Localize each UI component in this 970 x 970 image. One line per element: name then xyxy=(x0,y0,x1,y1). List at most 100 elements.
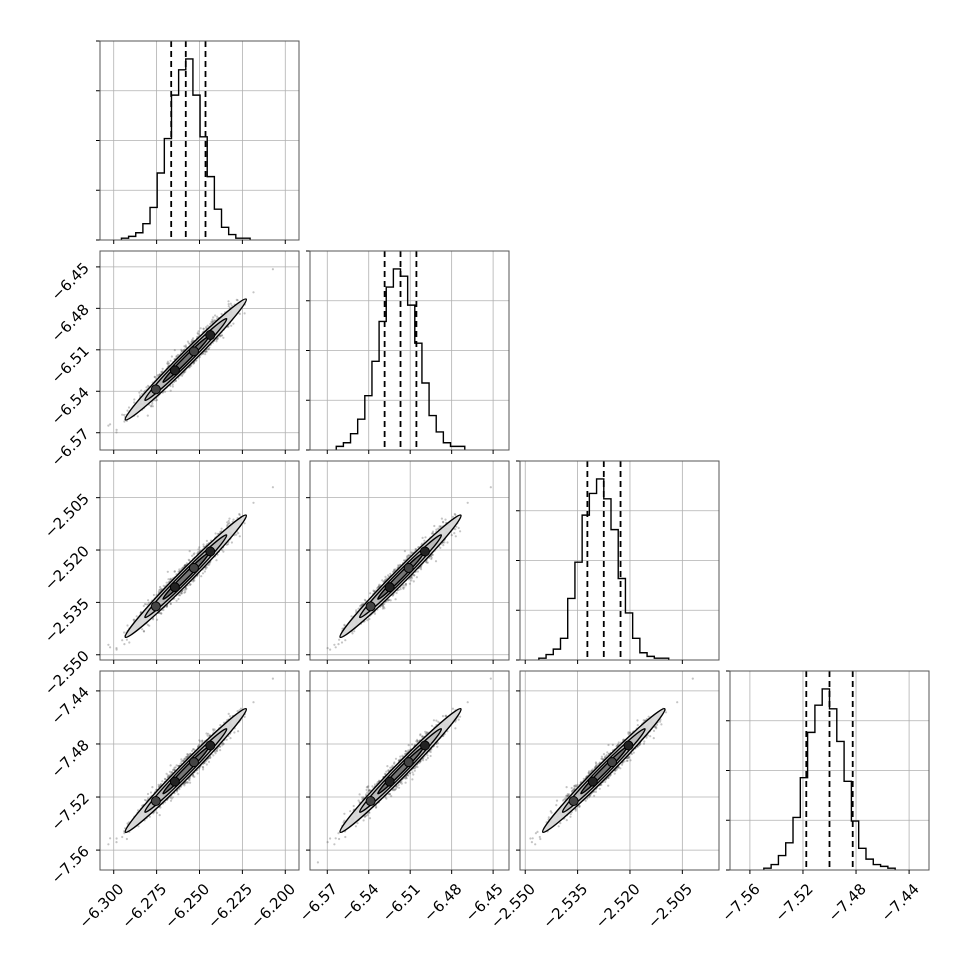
sample-point xyxy=(158,611,161,615)
sample-point xyxy=(200,575,203,578)
sample-point xyxy=(159,585,162,589)
sample-point xyxy=(211,318,214,321)
sample-point xyxy=(243,312,246,315)
sample-point xyxy=(173,358,176,361)
sample-point xyxy=(178,568,181,571)
sample-point xyxy=(190,340,193,344)
sample-point xyxy=(198,355,201,359)
sample-point xyxy=(232,322,235,325)
panel-content xyxy=(107,268,274,434)
sample-point xyxy=(184,345,187,348)
sample-point xyxy=(207,347,210,350)
sample-point xyxy=(169,359,172,362)
sample-point xyxy=(148,601,151,604)
panel-content xyxy=(335,251,466,450)
sample-point xyxy=(193,361,196,364)
sample-point xyxy=(169,577,172,581)
sample-point xyxy=(180,349,183,353)
sample-point xyxy=(204,350,207,353)
sample-point xyxy=(107,643,110,646)
sample-point xyxy=(178,594,182,597)
sample-point xyxy=(152,618,155,621)
sample-point xyxy=(227,522,230,525)
sample-point xyxy=(202,327,205,330)
sample-point xyxy=(236,299,239,302)
sample-point xyxy=(215,338,218,341)
density-peak xyxy=(169,365,180,376)
sample-point xyxy=(97,664,99,666)
sample-point xyxy=(169,578,172,581)
sample-point xyxy=(215,559,218,562)
sample-point xyxy=(174,379,177,382)
sample-point xyxy=(115,647,118,650)
sample-point xyxy=(211,320,214,323)
sample-point xyxy=(183,588,186,591)
sample-point xyxy=(189,583,192,587)
sample-point xyxy=(230,541,233,544)
sample-point xyxy=(222,550,225,553)
sample-point xyxy=(219,335,222,338)
sample-point xyxy=(220,334,224,337)
sample-point xyxy=(226,524,229,527)
sample-point xyxy=(198,546,201,549)
sample-point xyxy=(193,579,196,582)
histogram-panel-1 xyxy=(96,40,300,244)
sample-point xyxy=(121,639,124,642)
sample-point xyxy=(216,338,219,341)
sample-point xyxy=(135,615,138,618)
panel-content xyxy=(97,486,274,666)
sample-point xyxy=(156,398,159,402)
sample-point xyxy=(219,530,222,533)
sample-point xyxy=(206,324,209,327)
sample-point xyxy=(123,631,126,634)
sample-point xyxy=(203,570,206,573)
sample-point xyxy=(126,624,129,627)
sample-point xyxy=(152,593,155,597)
sample-point xyxy=(133,398,136,401)
sample-point xyxy=(190,364,193,367)
sample-point xyxy=(140,389,143,392)
sample-point xyxy=(166,362,169,365)
sample-point xyxy=(214,532,217,535)
sample-point xyxy=(210,320,213,323)
sample-point xyxy=(136,415,139,418)
sample-point xyxy=(154,399,157,402)
sample-point xyxy=(142,604,145,608)
sample-point xyxy=(227,300,230,303)
sample-point xyxy=(271,486,274,489)
sample-point xyxy=(163,390,167,393)
sample-point xyxy=(219,334,222,337)
sample-point xyxy=(226,543,230,546)
sample-point xyxy=(169,602,172,605)
sample-point xyxy=(165,605,169,608)
histogram-step-line xyxy=(335,268,466,450)
sample-point xyxy=(197,332,200,336)
sample-point xyxy=(132,618,135,622)
sample-point xyxy=(160,612,163,615)
sample-point xyxy=(220,548,224,552)
sample-point xyxy=(157,590,160,594)
sample-point xyxy=(188,366,191,369)
sample-point xyxy=(175,355,178,358)
histogram-step-line xyxy=(120,58,251,240)
sample-point xyxy=(252,291,255,294)
sample-point xyxy=(197,330,200,333)
sample-point xyxy=(238,512,241,516)
sample-point xyxy=(177,597,180,601)
sample-point xyxy=(115,428,118,431)
sample-point xyxy=(184,370,187,373)
sample-point xyxy=(227,325,230,329)
sample-point xyxy=(173,570,176,573)
sample-point xyxy=(205,350,208,353)
sample-point xyxy=(188,550,191,553)
sample-point xyxy=(123,420,126,423)
sample-point xyxy=(126,409,129,412)
contour-level-3 xyxy=(162,336,210,383)
sample-point xyxy=(169,384,172,388)
histogram-panel-2 xyxy=(306,250,510,454)
sample-point xyxy=(166,362,169,365)
sample-point xyxy=(127,406,131,409)
panel-content xyxy=(120,41,251,240)
sample-point xyxy=(125,638,128,641)
